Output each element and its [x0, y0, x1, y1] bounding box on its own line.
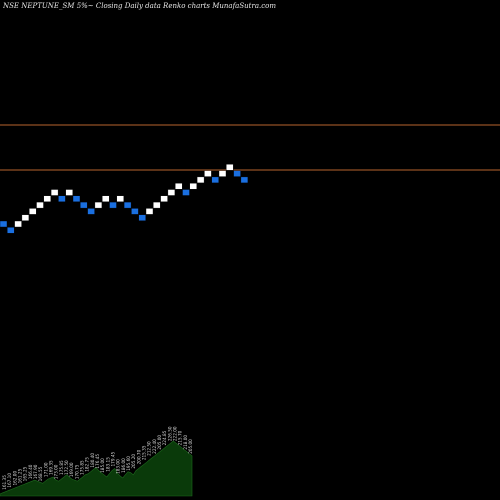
level-label: 167.90 — [33, 464, 38, 479]
renko-brick-down — [131, 208, 139, 215]
level-label: 226.50 — [167, 426, 172, 441]
chart-title: NSE NEPTUNE_SM 5%~ Closing Daily data Re… — [3, 2, 276, 10]
level-label: 173.00 — [54, 464, 59, 479]
renko-brick-down — [123, 201, 132, 209]
renko-brick-up — [153, 201, 161, 209]
renko-brick-up — [29, 208, 37, 215]
renko-brick-up — [21, 214, 30, 221]
level-label: 200.70 — [136, 449, 141, 464]
renko-brick-up — [94, 201, 103, 209]
level-label: 183.15 — [105, 457, 110, 472]
level-label: 222.40 — [152, 439, 157, 454]
renko-brick-up — [145, 208, 154, 215]
renko-brick-down — [211, 176, 219, 184]
renko-brick-up — [116, 195, 125, 203]
level-label: 167.10 — [7, 473, 12, 488]
renko-brick-down — [109, 201, 117, 209]
level-label: 183.00 — [116, 459, 121, 474]
renko-brick-up — [226, 164, 234, 171]
level-label: 224.85 — [162, 430, 167, 445]
level-label: 172.50 — [64, 460, 69, 475]
renko-brick-down — [72, 195, 81, 203]
renko-brick-up — [189, 182, 198, 190]
level-label: 205.20 — [131, 454, 136, 469]
renko-brick-up — [160, 195, 168, 203]
level-label: 218.00 — [183, 435, 188, 450]
level-label: 166.40 — [28, 464, 33, 479]
level-label: 175.85 — [80, 460, 85, 475]
level-label: 171.00 — [43, 462, 48, 477]
level-label: 195.60 — [126, 456, 131, 471]
renko-brick-up — [14, 220, 22, 228]
level-label: 215.35 — [142, 445, 147, 460]
level-label: 161.25 — [18, 468, 23, 483]
level-label: 168.55 — [38, 466, 43, 481]
level-label: 179.45 — [111, 452, 116, 467]
level-label: 212.50 — [147, 441, 152, 456]
level-label: 176.45 — [95, 454, 100, 469]
level-label: 182.75 — [85, 457, 90, 472]
renko-brick-up — [196, 176, 205, 184]
level-label: 186.00 — [121, 458, 126, 473]
level-label: 215.70 — [178, 430, 183, 445]
level-label: 205.00 — [188, 439, 193, 454]
level-label: 169.00 — [69, 462, 74, 477]
renko-brick-down — [182, 189, 190, 196]
level-label: 169.35 — [49, 460, 54, 475]
level-label: 185.00 — [100, 458, 105, 473]
renko-brick-down — [240, 176, 249, 184]
renko-brick-down — [7, 227, 15, 234]
renko-brick-down — [80, 201, 88, 209]
volume-area — [0, 440, 193, 497]
renko-brick-up — [218, 170, 227, 177]
level-label: 162.00 — [12, 471, 17, 486]
level-label: 165.25 — [23, 466, 28, 481]
level-label: 170.75 — [74, 464, 79, 479]
renko-brick-down — [58, 195, 66, 203]
level-label: 180.40 — [90, 453, 95, 468]
renko-brick-up — [36, 201, 44, 209]
renko-brick-up — [174, 182, 183, 190]
renko-brick-up — [50, 189, 59, 196]
renko-brick-down — [138, 214, 146, 221]
renko-brick-up — [43, 195, 51, 203]
renko-brick-down — [0, 220, 8, 228]
renko-brick-down — [87, 208, 95, 215]
renko-brick-up — [204, 170, 212, 177]
level-label: 175.85 — [59, 460, 64, 475]
renko-brick-up — [65, 189, 73, 196]
renko-brick-down — [233, 170, 241, 177]
renko-brick-up — [167, 189, 176, 196]
level-label: 161.35 — [2, 475, 7, 490]
level-label: 222.00 — [173, 426, 178, 441]
level-label: 205.00 — [157, 435, 162, 450]
renko-brick-up — [101, 195, 110, 203]
